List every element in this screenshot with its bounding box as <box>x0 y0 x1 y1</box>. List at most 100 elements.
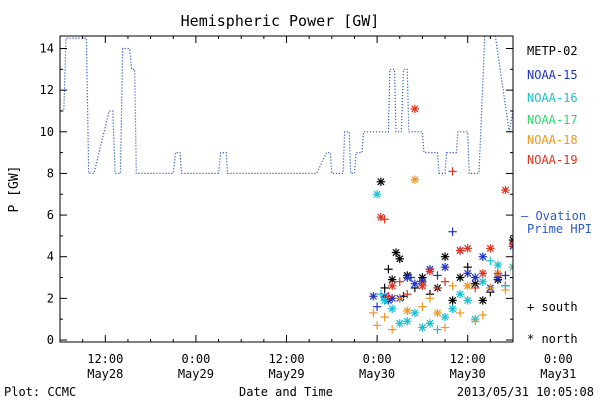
data-point-north <box>508 240 513 249</box>
data-point-south <box>493 269 503 278</box>
data-point-south <box>433 283 442 293</box>
data-point-north <box>531 288 539 296</box>
data-point-north <box>376 177 386 186</box>
data-point-south <box>384 265 393 274</box>
y-tick-label: 12 <box>40 83 54 97</box>
data-point-north <box>440 312 450 322</box>
x-tick-time-label: 12:00 <box>450 352 486 366</box>
data-point-south <box>372 321 382 330</box>
data-point-south <box>554 315 562 323</box>
data-point-south <box>584 278 592 286</box>
data-point-north <box>584 290 592 298</box>
data-point-north <box>554 275 562 283</box>
x-tick-date-label: May30 <box>450 367 486 381</box>
data-point-north <box>380 296 389 305</box>
x-tick-date-label: May31 <box>540 367 576 381</box>
data-point-north <box>463 281 472 291</box>
data-point-north <box>524 263 532 271</box>
data-point-south <box>562 242 570 250</box>
legend-ovation-line2: Prime HPI <box>527 222 592 236</box>
data-point-south <box>455 308 465 318</box>
y-tick-label: 6 <box>47 208 54 222</box>
data-point-north <box>395 319 404 328</box>
data-point-north <box>455 289 465 299</box>
data-point-north <box>592 286 600 294</box>
data-point-north <box>410 175 420 184</box>
data-point-north <box>478 252 487 261</box>
x-tick-date-label: May29 <box>178 367 214 381</box>
x-axis-label: Date and Time <box>239 385 333 399</box>
data-point-north <box>577 294 585 302</box>
data-point-north <box>569 246 577 254</box>
data-point-north <box>403 317 412 326</box>
data-point-north <box>577 271 585 279</box>
x-tick-time-label: 12:00 <box>87 352 123 366</box>
data-point-north <box>501 185 510 195</box>
y-tick-label: 14 <box>40 42 54 56</box>
data-point-south <box>380 312 389 322</box>
data-point-south <box>418 302 427 311</box>
data-point-north <box>531 265 539 273</box>
data-point-north <box>388 294 397 303</box>
data-point-north <box>369 292 378 301</box>
data-point-north <box>410 279 420 288</box>
data-point-north <box>584 257 592 265</box>
data-point-north <box>516 271 524 279</box>
data-point-south <box>501 271 510 280</box>
data-point-north <box>524 288 532 296</box>
data-point-north <box>463 296 472 305</box>
plot-timestamp: 2013/05/31 10:05:08 <box>457 385 594 399</box>
data-point-south <box>369 308 378 318</box>
data-point-north <box>471 273 480 282</box>
data-point-south <box>440 323 450 332</box>
data-point-north <box>539 259 547 267</box>
data-point-north <box>391 248 401 257</box>
y-axis-label: P [GW] <box>7 166 22 213</box>
data-point-north <box>539 273 547 281</box>
chart-title: Hemispheric Power [GW] <box>181 12 380 30</box>
x-tick-time-label: 0:00 <box>544 352 573 366</box>
data-point-south <box>403 289 412 299</box>
data-point-south <box>399 292 408 301</box>
legend-entry-noaa-16: NOAA-16 <box>527 91 578 105</box>
data-point-north <box>486 244 495 253</box>
data-point-north <box>539 263 547 271</box>
legend-entry-noaa-15: NOAA-15 <box>527 68 578 82</box>
data-point-north <box>455 246 465 255</box>
data-point-south <box>524 273 532 281</box>
data-point-south <box>547 280 555 288</box>
data-point-north <box>592 317 600 325</box>
data-point-north <box>388 281 397 291</box>
data-point-south <box>388 325 397 334</box>
data-point-north <box>463 269 472 278</box>
data-point-south <box>562 269 570 277</box>
x-tick-time-label: 0:00 <box>181 352 210 366</box>
data-point-north <box>478 269 487 278</box>
data-point-south <box>547 282 555 290</box>
data-point-south <box>440 277 450 286</box>
data-point-south <box>508 262 513 272</box>
data-point-north <box>448 296 457 305</box>
data-point-north <box>448 304 457 313</box>
data-point-south <box>448 281 457 291</box>
y-tick-label: 0 <box>47 333 54 347</box>
legend-entry-noaa-18: NOAA-18 <box>527 133 578 147</box>
y-tick-label: 2 <box>47 291 54 305</box>
x-tick-time-label: 12:00 <box>268 352 304 366</box>
y-axis-ticks: 0 2 4 6 8 10 12 14 <box>40 42 513 347</box>
data-point-south <box>471 317 480 326</box>
data-point-south <box>569 255 577 263</box>
data-point-north <box>516 300 524 308</box>
data-point-north <box>577 284 585 292</box>
x-tick-time-label: 0:00 <box>363 352 392 366</box>
data-point-north <box>418 323 427 332</box>
data-point-south <box>380 283 389 293</box>
satellite-data-points <box>369 104 600 334</box>
data-point-south <box>471 283 480 293</box>
data-point-north <box>395 254 404 263</box>
data-point-south <box>592 273 600 281</box>
data-point-south <box>433 271 442 280</box>
data-point-north <box>425 267 435 276</box>
legend-north-marker: * north <box>527 332 578 346</box>
x-tick-date-label: May28 <box>87 367 123 381</box>
